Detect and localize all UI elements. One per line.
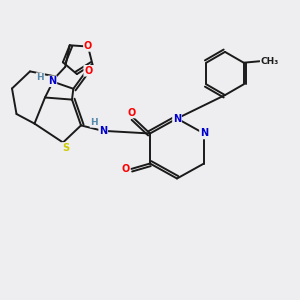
Text: N: N: [99, 126, 107, 136]
Text: O: O: [84, 66, 92, 76]
Text: N: N: [173, 113, 181, 124]
Text: O: O: [84, 41, 92, 51]
Text: H: H: [90, 118, 98, 127]
Text: O: O: [128, 107, 136, 118]
Text: O: O: [121, 164, 130, 175]
Text: S: S: [62, 143, 69, 153]
Text: N: N: [200, 128, 208, 139]
Text: N: N: [48, 76, 56, 86]
Text: CH₃: CH₃: [261, 57, 279, 66]
Text: H: H: [37, 73, 44, 82]
